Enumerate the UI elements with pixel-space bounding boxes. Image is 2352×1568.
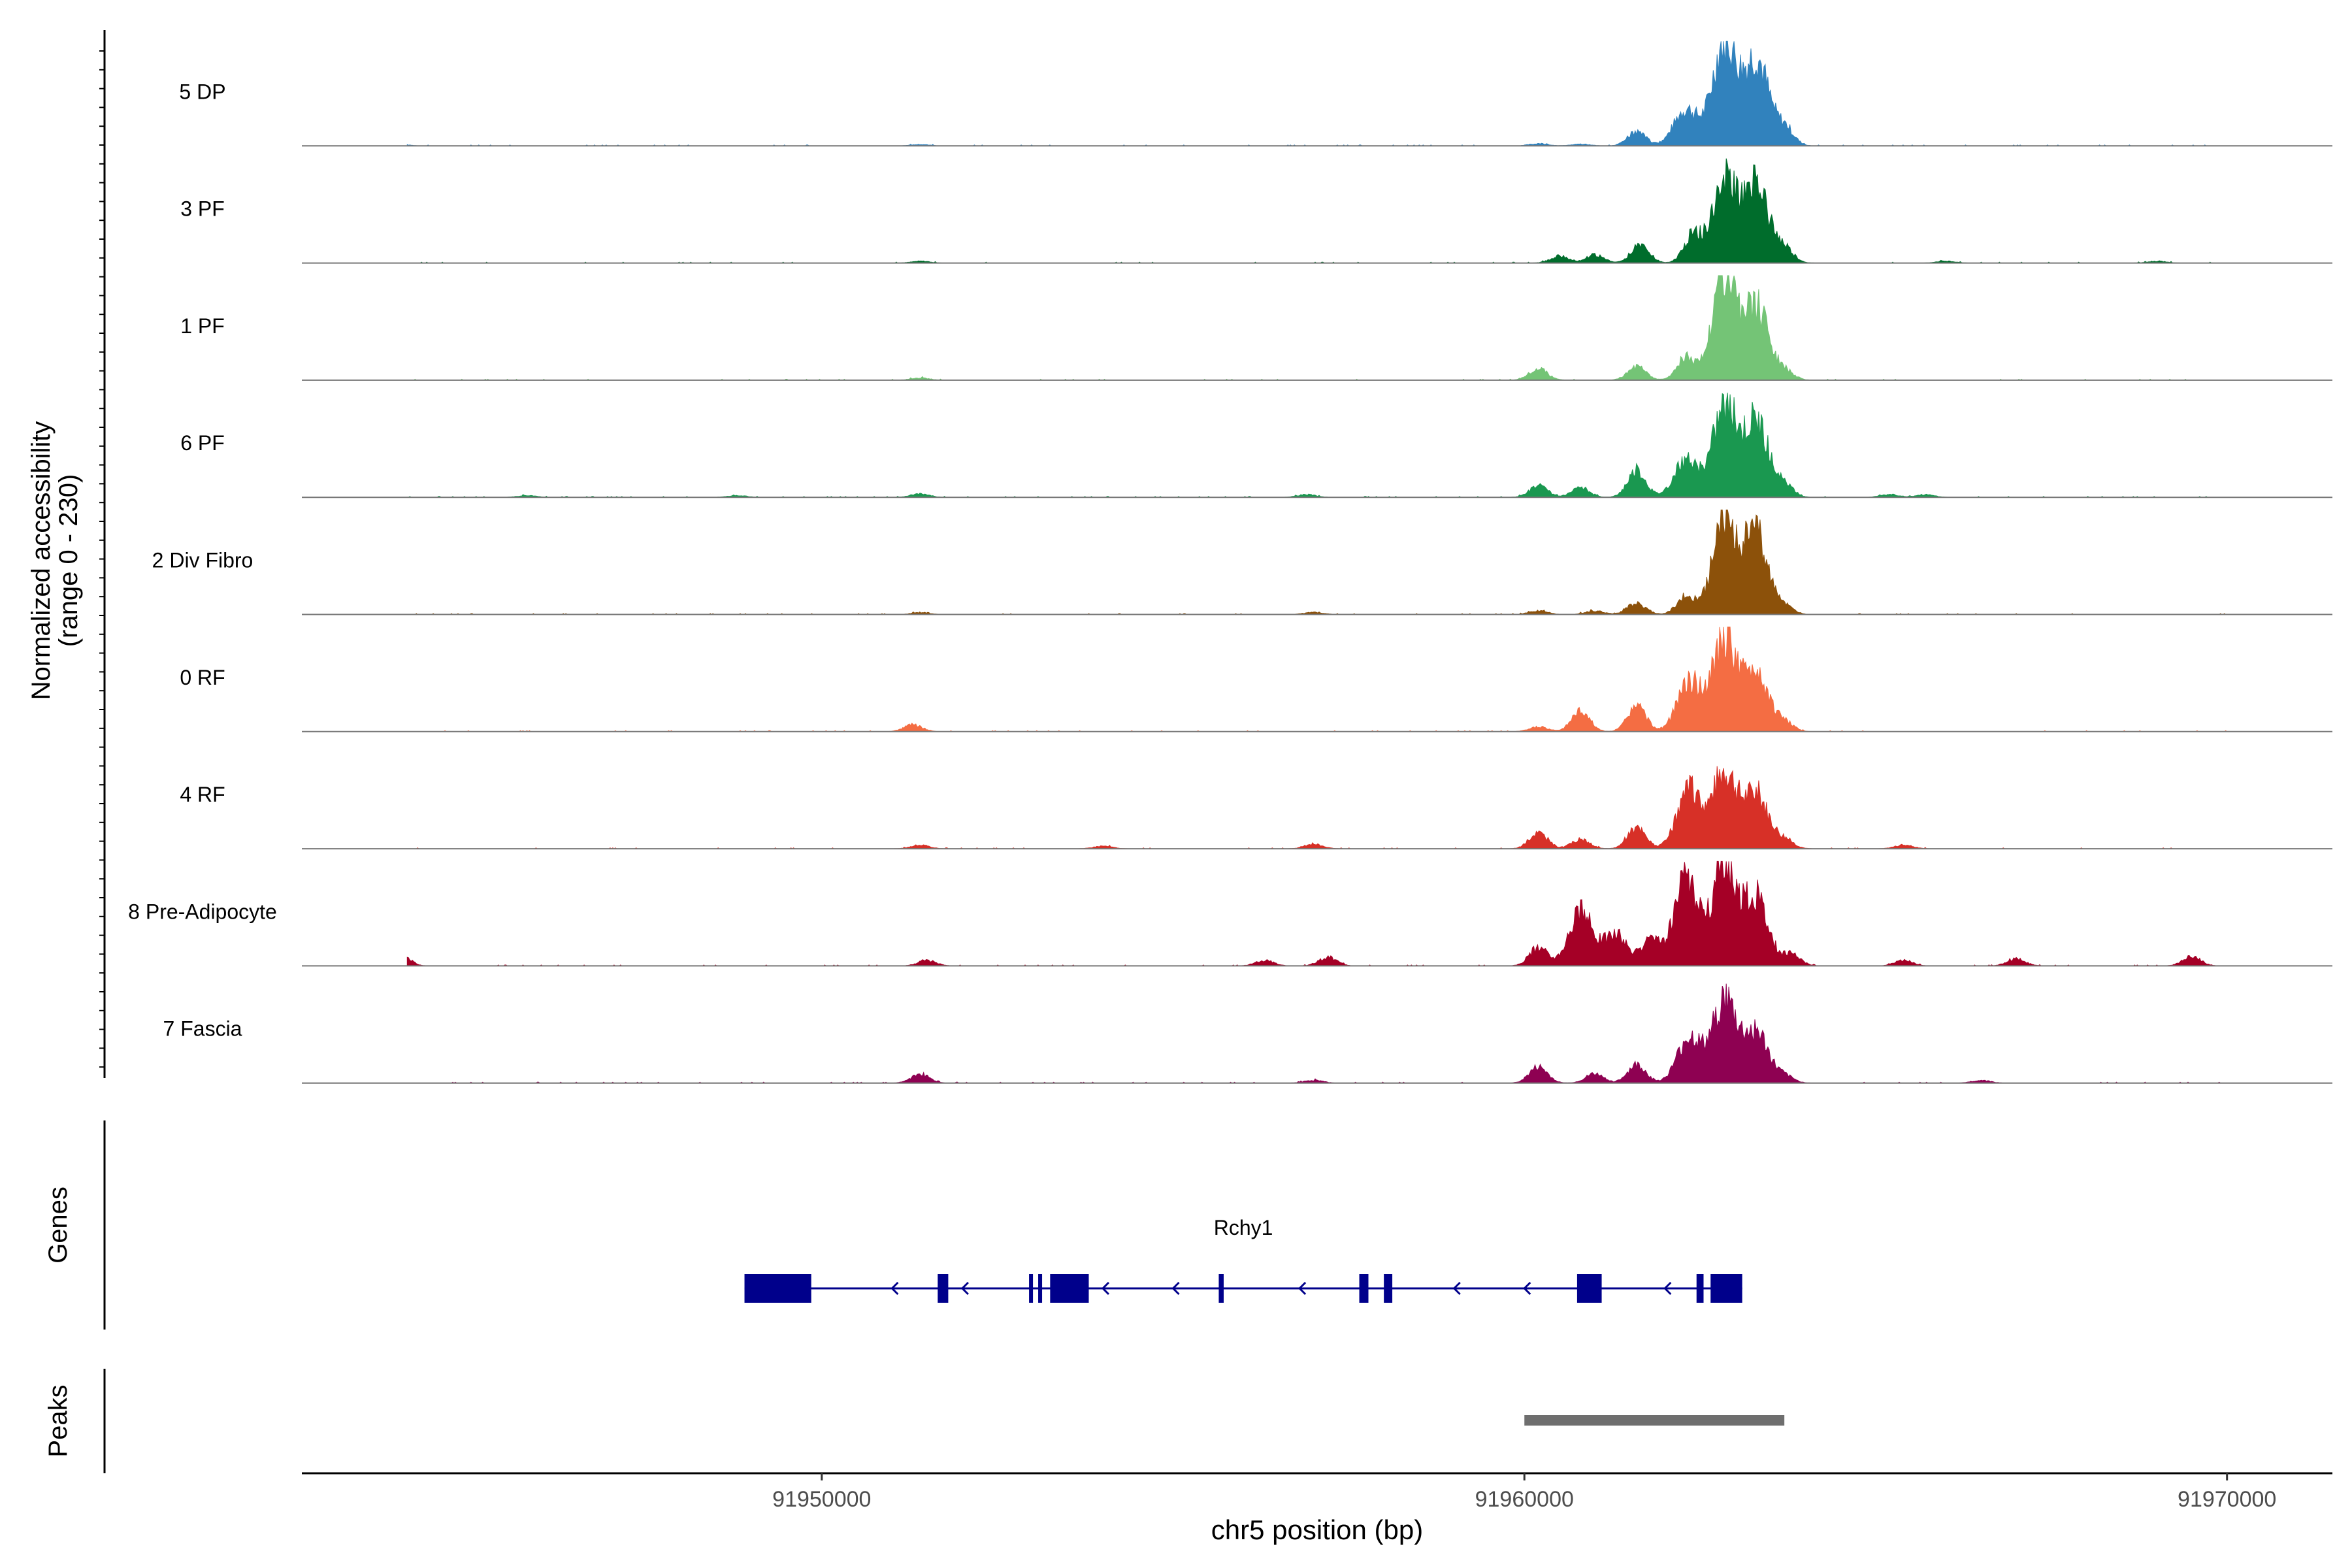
track-label: 5 DP — [179, 80, 225, 103]
track-label: 7 Fascia — [163, 1017, 242, 1041]
strand-arrow-icon — [1663, 1281, 1672, 1296]
gene-exon — [1050, 1274, 1089, 1303]
coverage-tracks: 5 DP 3 PF 1 PF 6 PF 2 Div Fibro 0 RF 4 RF 8 Pre… — [128, 41, 2332, 1084]
gene-exon — [1576, 1274, 1602, 1303]
gene-exon — [1218, 1274, 1224, 1303]
y-axis-ticks — [99, 50, 105, 1068]
y-axis-range-label: (range 0 - 230) — [54, 474, 83, 647]
gene-exon — [1384, 1274, 1393, 1303]
coverage-y-axis — [99, 30, 106, 1078]
track-4-rf: 4 RF — [180, 766, 2332, 850]
peaks-track-label: Peaks — [44, 1384, 73, 1457]
track-label: 3 PF — [180, 197, 225, 221]
coverage-area — [406, 41, 2227, 146]
strand-arrow-icon — [1523, 1281, 1531, 1296]
track-7-fascia: 7 Fascia — [163, 983, 2332, 1084]
coverage-area — [407, 983, 2227, 1084]
track-label: 0 RF — [180, 666, 225, 689]
coverage-area — [407, 627, 2229, 732]
gene-name-label: Rchy1 — [1214, 1216, 1273, 1239]
coverage-area — [407, 766, 2227, 849]
track-1-pf: 1 PF — [180, 275, 2332, 381]
track-label: 4 RF — [180, 783, 225, 806]
track-0-rf: 0 RF — [180, 627, 2332, 732]
genes-track-label: Genes — [44, 1186, 73, 1264]
strand-arrow-icon — [1298, 1281, 1307, 1296]
x-axis-ticks: 91950000 91960000 91970000 — [772, 1473, 2276, 1512]
track-8-pre-adipocyte: 8 Pre-Adipocyte — [128, 860, 2332, 967]
x-tick-label: 91970000 — [2178, 1487, 2276, 1512]
track-label: 8 Pre-Adipocyte — [128, 900, 277, 923]
track-label: 2 Div Fibro — [152, 549, 253, 572]
coverage-area — [407, 510, 2227, 615]
x-axis-label: chr5 position (bp) — [1211, 1514, 1424, 1545]
coverage-area — [407, 393, 2227, 498]
track-3-pf: 3 PF — [180, 158, 2332, 264]
gene-exon — [938, 1274, 949, 1303]
track-5-dp: 5 DP — [179, 41, 2332, 147]
track-label: 1 PF — [180, 314, 225, 338]
x-tick-label: 91960000 — [1475, 1487, 1574, 1512]
track-2-div-fibro: 2 Div Fibro — [152, 510, 2332, 615]
x-tick-label: 91950000 — [772, 1487, 871, 1512]
gene-exon — [744, 1274, 811, 1303]
gene-exon — [1038, 1274, 1043, 1303]
gene-exon — [1359, 1274, 1369, 1303]
y-axis-label: Normalized accessibility — [27, 421, 56, 700]
strand-arrow-icon — [1101, 1281, 1110, 1296]
coverage-area — [407, 275, 2227, 381]
coverage-area — [407, 158, 2227, 264]
gene-exon — [1029, 1274, 1034, 1303]
peak-region — [1524, 1415, 1785, 1426]
peak-regions — [1524, 1415, 1785, 1426]
strand-arrow-icon — [1171, 1281, 1180, 1296]
strand-arrow-icon — [1452, 1281, 1461, 1296]
gene-exon — [1696, 1274, 1704, 1303]
track-label: 6 PF — [180, 431, 225, 455]
gene-model — [744, 1274, 1742, 1303]
track-6-pf: 6 PF — [180, 393, 2332, 498]
strand-arrow-icon — [960, 1281, 969, 1296]
gene-exon — [1710, 1274, 1742, 1303]
strand-arrow-icon — [890, 1281, 899, 1296]
coverage-area — [406, 860, 2227, 967]
